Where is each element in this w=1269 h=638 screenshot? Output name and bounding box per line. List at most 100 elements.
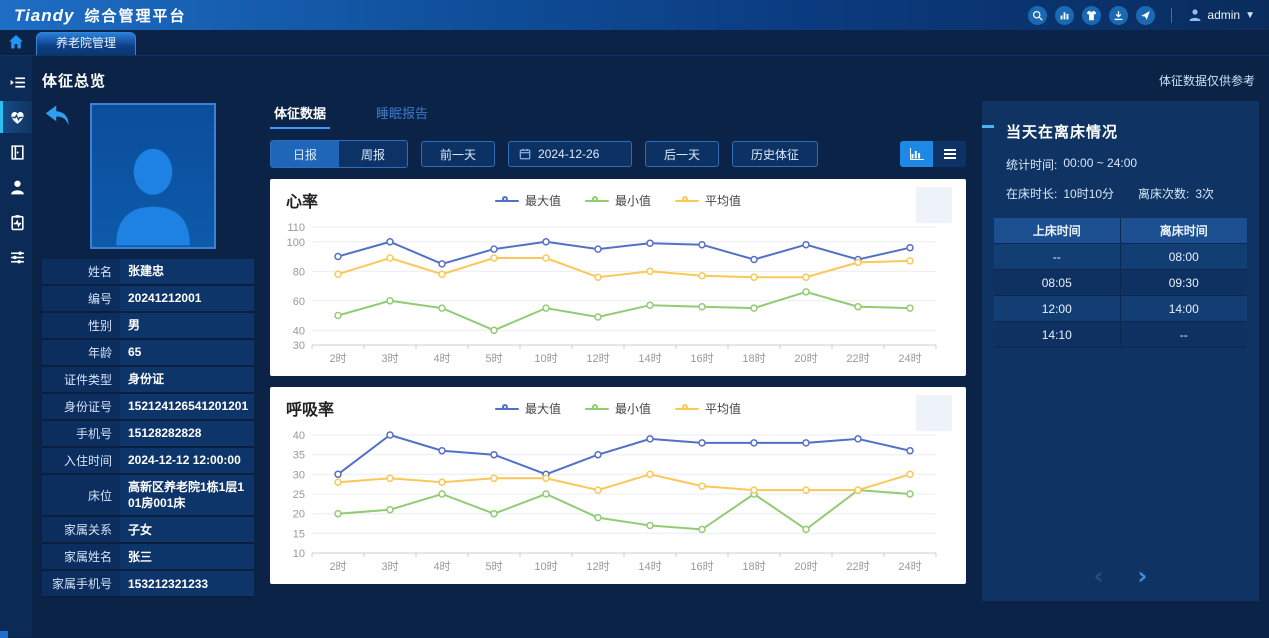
pagination: ‹ › [982, 562, 1259, 590]
bed-status-title: 当天在离床情况 [1006, 124, 1119, 141]
svg-text:40: 40 [293, 325, 305, 337]
bed-table-body: -- 08:00 08:05 09:30 12:00 14:00 14:10 -- [994, 244, 1247, 348]
bed-table-cell: 12:00 [994, 296, 1121, 321]
tab-vitals-data[interactable]: 体征数据 [270, 101, 331, 129]
history-vitals-button[interactable]: 历史体征 [732, 141, 819, 167]
profile-field-row: 家属姓名 张三 [42, 544, 254, 572]
field-label: 证件类型 [42, 367, 120, 392]
field-label: 编号 [42, 286, 120, 311]
list-view-button[interactable] [933, 141, 966, 167]
window-tab-nursing-home[interactable]: 养老院管理 [36, 32, 136, 55]
legend-item[interactable]: 最大值 [494, 192, 561, 209]
bar-chart-icon[interactable] [1055, 5, 1075, 25]
back-button[interactable] [44, 103, 72, 129]
svg-text:14时: 14时 [638, 560, 661, 573]
chart-view-icon [909, 148, 924, 160]
svg-text:24时: 24时 [898, 352, 921, 365]
sidebar-item-door[interactable] [0, 136, 32, 168]
chart-corner-widget [916, 395, 952, 431]
bed-table-row: -- 08:00 [994, 244, 1247, 270]
app-header: Tiandy 综合管理平台 admin ▼ [0, 0, 1269, 30]
page-title: 体征总览 [42, 73, 107, 90]
legend-label: 最大值 [524, 194, 561, 208]
legend-item[interactable]: 平均值 [675, 400, 741, 417]
sidebar-item-menu[interactable] [0, 66, 32, 98]
legend-marker-icon [584, 403, 609, 414]
sidebar-item-report[interactable] [0, 206, 32, 238]
bed-table-cell: 08:05 [994, 270, 1121, 295]
chart-view-button[interactable] [900, 141, 933, 167]
heart-rate-chart: 30 40 60 80 100 110 2时 3时 4时 5时 10时 12时 14时 16时 18时 20时… [276, 219, 960, 376]
prev-page-icon[interactable]: ‹ [1093, 562, 1104, 590]
svg-text:20: 20 [293, 509, 305, 521]
leave-value: 3次 [1195, 187, 1215, 201]
brand-logo: Tiandy [14, 5, 75, 25]
svg-text:16时: 16时 [690, 560, 713, 573]
bed-table-cell: -- [1179, 327, 1188, 342]
legend-marker-icon [675, 403, 700, 414]
svg-text:16时: 16时 [690, 352, 713, 365]
col-leave-bed-time: 离床时间 [1159, 224, 1208, 238]
menu-tree-icon [10, 76, 25, 88]
sidebar-item-settings[interactable] [0, 241, 32, 273]
legend-item[interactable]: 最小值 [584, 192, 651, 209]
legend-item[interactable]: 最小值 [584, 400, 651, 417]
svg-text:110: 110 [287, 222, 305, 234]
send-icon[interactable] [1136, 5, 1156, 25]
field-value: 20241212001 [120, 286, 254, 311]
svg-text:12时: 12时 [586, 352, 609, 365]
stat-in-bed: 在床时长: 10时10分 [1006, 185, 1138, 202]
prev-day-button[interactable]: 前一天 [421, 141, 496, 167]
back-arrow-icon [45, 105, 69, 126]
search-icon[interactable] [1028, 5, 1048, 25]
clipboard-pulse-icon [11, 214, 24, 230]
stat-period-label: 统计时间: [1006, 158, 1058, 172]
bed-table-cell: 08:00 [1168, 249, 1199, 264]
svg-text:5时: 5时 [485, 352, 502, 365]
respiration-chart-title: 呼吸率 [286, 402, 335, 419]
app-title: 综合管理平台 [84, 7, 187, 25]
profile-field-row: 年龄 65 [42, 340, 254, 367]
in-bed-value: 10时10分 [1063, 187, 1115, 201]
user-menu[interactable]: admin ▼ [1188, 8, 1255, 22]
legend-item[interactable]: 最大值 [494, 400, 561, 417]
weekly-report-button[interactable]: 周报 [339, 141, 407, 167]
leave-label: 离床次数: [1138, 187, 1190, 201]
user-name: admin [1207, 8, 1241, 22]
legend-marker-icon [494, 403, 519, 414]
sidebar-item-person[interactable] [0, 171, 32, 203]
svg-text:30: 30 [293, 340, 305, 352]
svg-text:18时: 18时 [742, 560, 765, 573]
sidebar-scroll-accent [0, 631, 8, 638]
svg-text:15: 15 [293, 528, 305, 540]
patient-profile-panel: 姓名 张建忠 编号 20241212001 性别男年龄 65 证件类型 身份证 身份证号 1521… [42, 101, 254, 601]
date-picker[interactable]: 2024-12-26 [508, 141, 633, 167]
shirt-icon[interactable] [1082, 5, 1102, 25]
legend-item[interactable]: 平均值 [675, 192, 741, 209]
home-button[interactable] [0, 29, 32, 55]
svg-text:18时: 18时 [742, 352, 765, 365]
heart-rate-chart-card: 心率 最大值 最小值 平均值 30 40 60 80 100 110 2时 3时 4时 5时 10时 12… [270, 179, 966, 376]
svg-text:4时: 4时 [433, 352, 450, 365]
vitals-controls: 日报 周报 前一天 2024-12-26 后一天 历史体征 [270, 140, 966, 168]
legend-label: 平均值 [705, 402, 742, 416]
date-value: 2024-12-26 [538, 147, 600, 161]
content-columns: 姓名 张建忠 编号 20241212001 性别男年龄 65 证件类型 身份证 身份证号 1521… [42, 101, 1261, 601]
list-view-icon [943, 149, 956, 159]
view-toggle [900, 141, 966, 167]
daily-report-button[interactable]: 日报 [271, 141, 339, 167]
download-icon[interactable] [1109, 5, 1129, 25]
svg-text:60: 60 [293, 296, 305, 308]
in-bed-label: 在床时长: [1006, 187, 1058, 201]
field-label: 姓名 [42, 259, 120, 284]
sidebar [0, 56, 32, 638]
field-label: 床位 [42, 475, 120, 516]
profile-field-row: 姓名 张建忠 [42, 259, 254, 286]
svg-text:3时: 3时 [381, 560, 398, 573]
tab-sleep-report[interactable]: 睡眠报告 [376, 106, 429, 121]
next-day-button[interactable]: 后一天 [645, 141, 720, 167]
next-page-icon[interactable]: › [1137, 562, 1148, 590]
sidebar-item-vitals[interactable] [0, 101, 32, 133]
profile-field-row: 证件类型 身份证 [42, 367, 254, 394]
